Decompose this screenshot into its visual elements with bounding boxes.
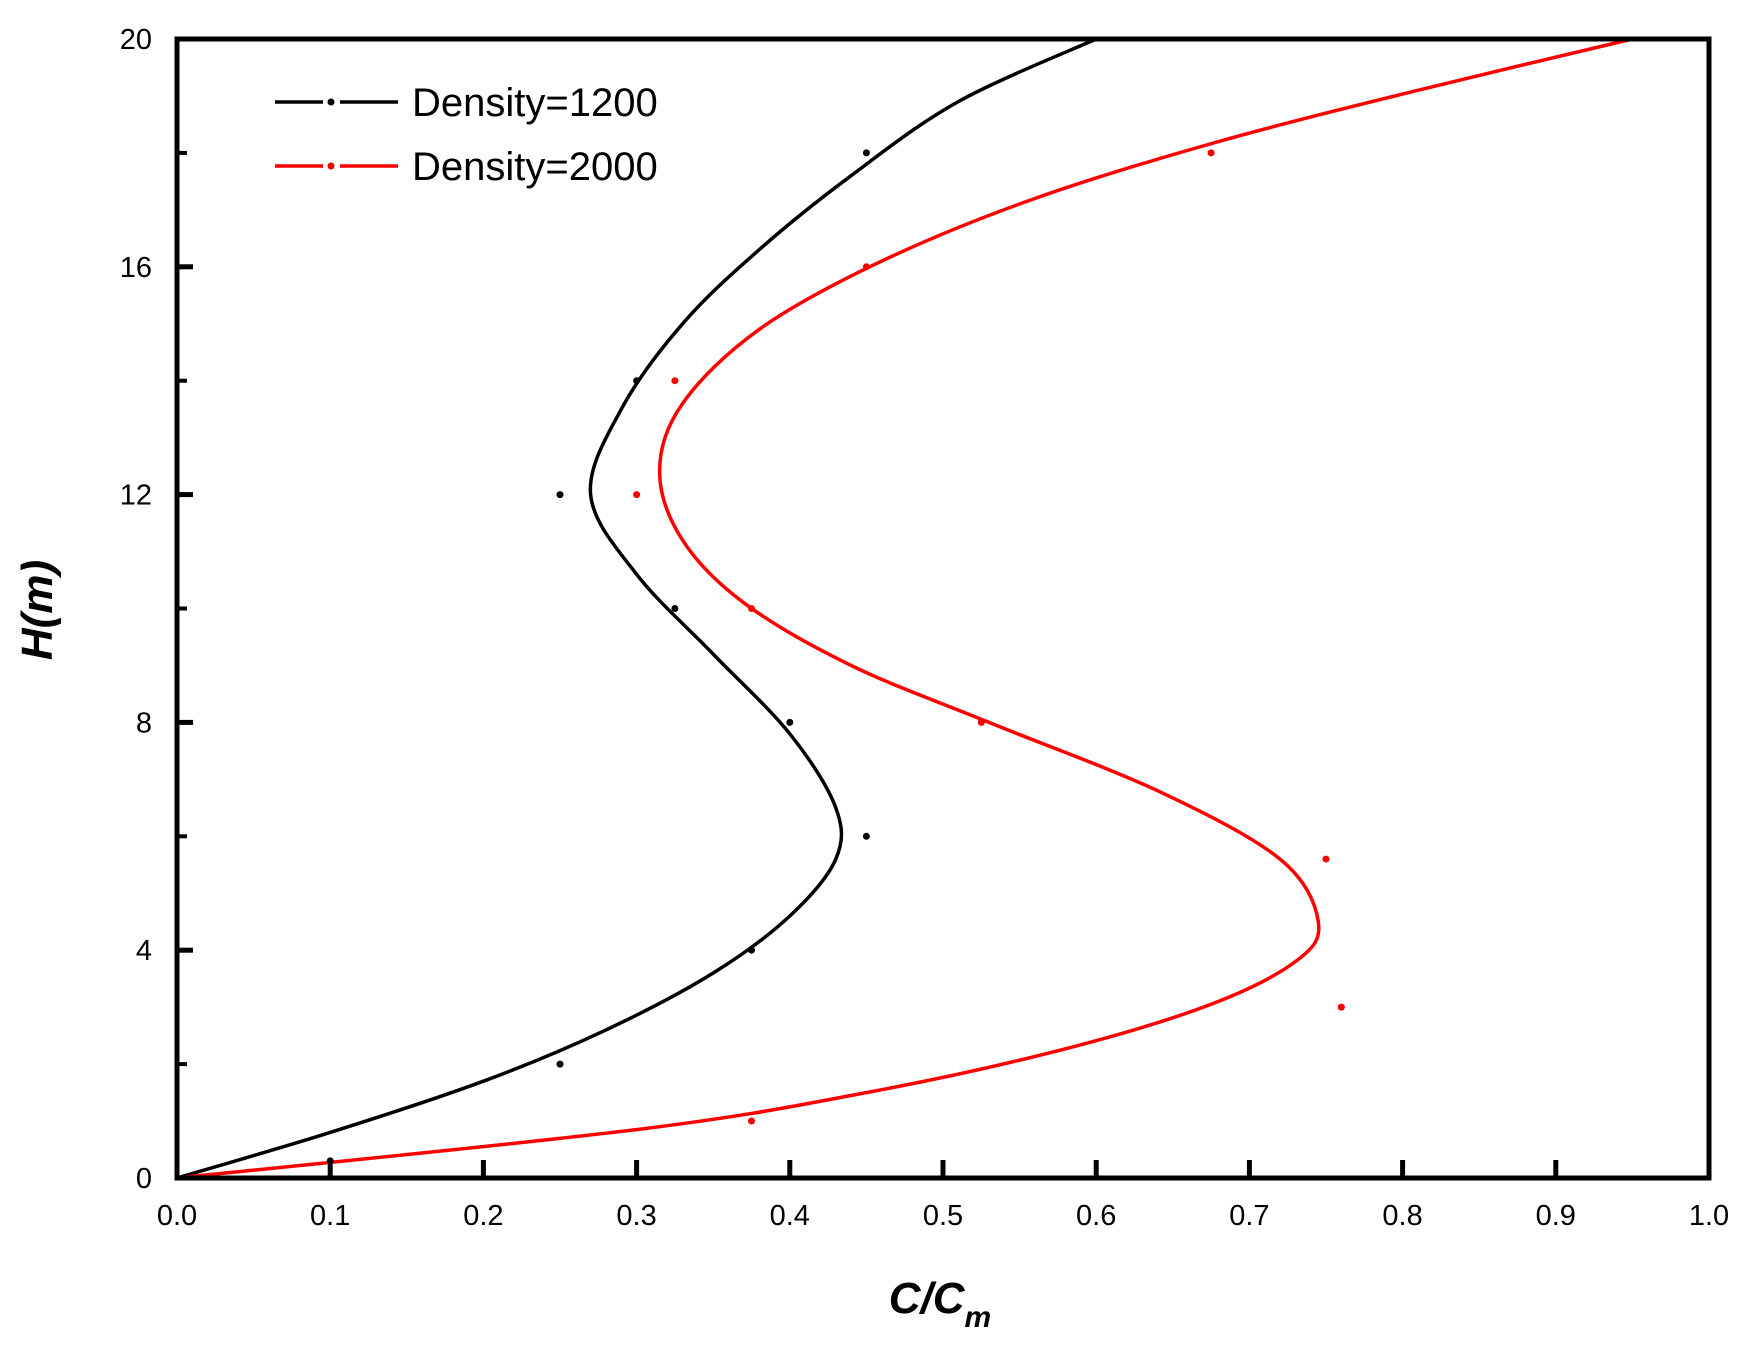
x-axis-title: C/Cm (889, 1274, 991, 1334)
legend-item-density-1200: Density=1200 (275, 81, 658, 125)
y-tick-label: 16 (120, 252, 152, 284)
data-point-density-1200 (326, 1157, 334, 1165)
legend-label: Density=2000 (412, 145, 658, 189)
legend-swatch-marker (327, 98, 335, 106)
x-axis-title-subscript: m (965, 1301, 992, 1334)
y-tick-label: 20 (120, 24, 152, 56)
legend: Density=1200 Density=2000 (275, 81, 658, 189)
y-axis-title: H(m) (13, 560, 62, 660)
data-points (326, 149, 1345, 1165)
series-line-density-1200 (176, 37, 1097, 1180)
x-tick-label: 0.9 (1536, 1200, 1576, 1232)
data-point-density-2000 (748, 605, 755, 612)
data-point-density-1200 (556, 1060, 564, 1068)
data-point-density-2000 (1337, 1003, 1345, 1011)
data-point-density-1200 (786, 718, 794, 726)
x-tick-label: 0.2 (463, 1200, 503, 1232)
y-axis-ticks: 0 4 8 12 16 20 (120, 24, 193, 1195)
y-tick-label: 12 (120, 480, 152, 512)
legend-item-density-2000: Density=2000 (275, 145, 658, 189)
x-tick-label: 1.0 (1689, 1200, 1729, 1232)
legend-label: Density=1200 (412, 81, 658, 125)
x-tick-label: 0.7 (1229, 1200, 1269, 1232)
data-point-density-2000 (977, 718, 985, 726)
x-tick-label: 0.0 (157, 1200, 197, 1232)
plot-frame (174, 36, 1712, 1181)
series-line-density-2000 (176, 37, 1633, 1180)
data-point-density-2000 (633, 491, 641, 499)
fit-curves (176, 37, 1633, 1180)
data-point-density-2000 (1322, 855, 1330, 863)
x-tick-label: 0.5 (923, 1200, 963, 1232)
x-tick-label: 0.4 (770, 1200, 810, 1232)
y-tick-label: 0 (136, 1163, 152, 1195)
data-point-density-2000 (748, 1117, 755, 1125)
x-tick-label: 0.6 (1076, 1200, 1116, 1232)
x-axis-ticks: 0.0 0.1 0.2 0.3 0.4 0.5 0.6 0.7 0.8 0.9 1.0 (157, 1160, 1729, 1232)
data-point-density-1200 (671, 605, 679, 612)
y-tick-label: 4 (136, 935, 152, 967)
data-point-density-1200 (556, 491, 564, 499)
data-point-density-1200 (862, 149, 870, 157)
data-point-density-2000 (671, 377, 679, 385)
data-point-density-2000 (1207, 149, 1215, 157)
data-point-density-2000 (862, 263, 870, 271)
x-tick-label: 0.8 (1382, 1200, 1422, 1232)
x-axis-title-main: C/C (889, 1274, 966, 1323)
y-tick-label: 8 (136, 707, 152, 739)
data-point-density-1200 (862, 832, 870, 840)
legend-swatch-marker (327, 162, 335, 170)
x-tick-label: 0.3 (616, 1200, 656, 1232)
data-point-density-1200 (748, 946, 755, 954)
x-tick-label: 0.1 (310, 1200, 350, 1232)
data-point-density-1200 (633, 377, 641, 385)
